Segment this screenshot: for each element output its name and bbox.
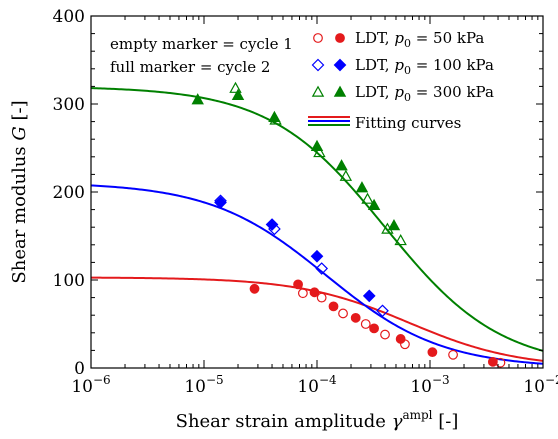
y-tick-label: 100 [53,271,85,291]
x-tick-label: 10−2 [523,373,558,397]
y-tick-label: 200 [53,183,85,203]
data-markers [191,81,506,368]
data-point-cycle2 [309,287,320,298]
x-tick-label: 10−3 [410,373,449,397]
data-point-cycle1 [394,233,407,246]
data-point-cycle1 [448,349,458,360]
data-point-cycle2 [335,159,348,171]
legend-label: LDT, p0 = 50 kPa [355,29,484,50]
legend-label: LDT, p0 = 100 kPa [355,56,494,77]
x-tick-label: 10−6 [71,373,110,397]
y-axis-title: Shear modulus G [-] [9,100,30,283]
data-point-cycle1 [376,304,389,318]
data-point-cycle2 [293,279,303,290]
data-point-cycle2 [214,196,227,209]
legend-label: LDT, p0 = 300 kPa [355,83,494,104]
data-point-cycle1 [339,169,353,181]
x-tick-label: 10−4 [297,373,337,397]
x-tick-label: 10−5 [184,373,223,397]
annotation-empty-marker: empty marker = cycle 1 [110,35,293,53]
data-point-cycle1 [313,145,326,158]
legend-label-fitting: Fitting curves [355,114,461,132]
data-point-cycle2 [268,110,281,122]
data-point-cycle2 [231,88,245,100]
legend: LDT, p0 = 50 kPa LDT, p0 = 100 kPa LDT, p0… [308,29,494,132]
legend-marker-cycle1 [313,33,323,43]
x-axis-title: Shear strain amplitude γampl [-] [176,408,459,432]
legend-marker-cycle2 [333,58,347,72]
data-point-cycle2 [265,218,279,231]
axis-ticks [90,15,544,369]
data-point-cycle2 [395,334,406,344]
data-point-cycle2 [355,181,369,193]
data-point-cycle2 [487,356,498,367]
fitting-curve [91,184,543,365]
data-point-cycle1 [229,81,242,93]
data-point-cycle1 [316,292,327,303]
data-point-cycle2 [387,219,401,231]
fitting-curves [91,87,543,365]
annotation-full-marker: full marker = cycle 2 [110,58,270,76]
data-point-cycle2 [328,301,339,312]
data-point-cycle2 [350,312,361,323]
legend-marker-cycle2 [333,85,347,97]
data-point-cycle2 [427,347,438,358]
legend-marker-cycle1 [311,85,325,97]
data-point-cycle1 [338,308,348,319]
data-point-cycle2 [310,249,324,263]
data-point-cycle1 [380,329,390,340]
data-point-cycle1 [361,192,374,204]
data-point-cycle2 [369,323,379,334]
fitting-curve [91,87,543,352]
data-point-cycle2 [367,198,381,210]
y-tick-label: 300 [53,95,85,115]
y-tick-label: 0 [74,359,85,379]
data-point-cycle2 [191,93,204,105]
tick-labels: 0 100 200 300 400 10−6 10−5 10−4 10−3 10−2 [53,7,558,397]
legend-marker-cycle1 [311,58,325,72]
data-point-cycle2 [249,283,260,294]
y-tick-label: 400 [53,7,85,27]
data-point-cycle2 [310,139,324,151]
data-point-cycle1 [297,288,308,299]
legend-marker-cycle2 [335,33,345,43]
data-point-cycle1 [315,262,329,275]
data-point-cycle2 [362,289,376,303]
data-point-cycle1 [360,319,371,329]
